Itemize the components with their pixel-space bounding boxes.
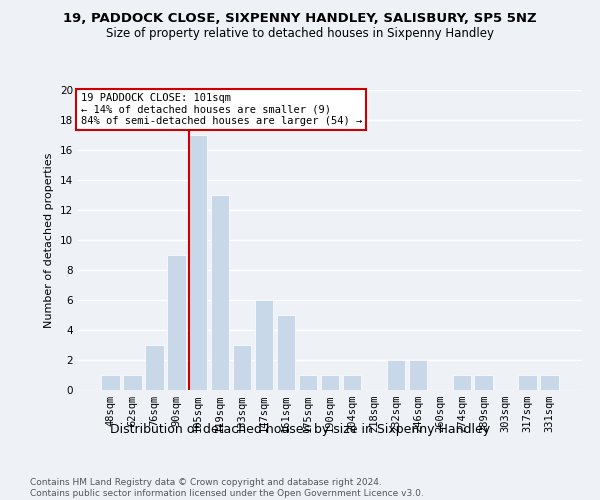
Bar	[233, 345, 251, 390]
Bar	[386, 360, 405, 390]
Bar	[299, 375, 317, 390]
Y-axis label: Number of detached properties: Number of detached properties	[44, 152, 55, 328]
Text: 19, PADDOCK CLOSE, SIXPENNY HANDLEY, SALISBURY, SP5 5NZ: 19, PADDOCK CLOSE, SIXPENNY HANDLEY, SAL…	[63, 12, 537, 26]
Bar	[101, 375, 119, 390]
Text: Distribution of detached houses by size in Sixpenny Handley: Distribution of detached houses by size …	[110, 422, 490, 436]
Bar	[167, 255, 185, 390]
Bar	[518, 375, 537, 390]
Bar	[277, 315, 295, 390]
Bar	[541, 375, 559, 390]
Bar	[189, 135, 208, 390]
Text: Size of property relative to detached houses in Sixpenny Handley: Size of property relative to detached ho…	[106, 28, 494, 40]
Bar	[409, 360, 427, 390]
Text: 19 PADDOCK CLOSE: 101sqm
← 14% of detached houses are smaller (9)
84% of semi-de: 19 PADDOCK CLOSE: 101sqm ← 14% of detach…	[80, 93, 362, 126]
Bar	[211, 195, 229, 390]
Bar	[145, 345, 164, 390]
Bar	[123, 375, 142, 390]
Bar	[255, 300, 274, 390]
Bar	[343, 375, 361, 390]
Text: Contains HM Land Registry data © Crown copyright and database right 2024.
Contai: Contains HM Land Registry data © Crown c…	[30, 478, 424, 498]
Bar	[452, 375, 471, 390]
Bar	[320, 375, 340, 390]
Bar	[475, 375, 493, 390]
